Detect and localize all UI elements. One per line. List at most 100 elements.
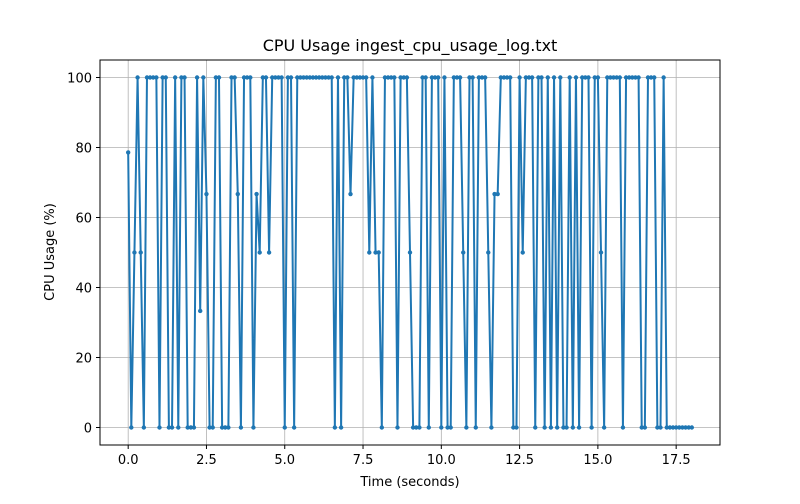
data-point — [270, 75, 275, 80]
data-point — [316, 75, 322, 80]
data-point — [601, 425, 607, 430]
data-point — [213, 75, 219, 80]
data-point — [335, 75, 341, 80]
x-tick-label: 5.0 — [274, 453, 295, 468]
data-point — [529, 75, 535, 80]
y-tick-label: 20 — [75, 352, 92, 367]
data-point — [132, 250, 137, 255]
data-point — [304, 75, 309, 80]
data-point — [260, 75, 266, 80]
data-point — [169, 425, 175, 430]
data-point — [661, 75, 666, 80]
data-point — [473, 425, 478, 430]
data-point — [232, 75, 237, 80]
data-point — [329, 75, 334, 80]
data-point — [670, 425, 676, 430]
data-point — [586, 75, 591, 80]
data-point — [655, 425, 660, 430]
data-point — [141, 425, 147, 430]
data-point — [223, 425, 228, 430]
data-point — [348, 191, 353, 197]
data-point — [486, 250, 491, 255]
data-point — [677, 425, 682, 430]
data-point — [542, 425, 547, 430]
data-point — [410, 425, 416, 430]
data-point — [241, 75, 247, 80]
data-point — [201, 75, 206, 80]
data-point — [235, 191, 240, 197]
data-point — [414, 425, 419, 430]
data-point — [254, 191, 259, 197]
data-point — [686, 425, 691, 430]
data-point — [442, 75, 447, 80]
data-point — [576, 425, 582, 430]
data-point — [623, 75, 629, 80]
data-point — [435, 75, 441, 80]
x-tick-label: 12.5 — [505, 453, 534, 468]
data-point — [266, 250, 272, 255]
data-point — [404, 75, 410, 80]
data-point — [147, 75, 153, 80]
data-point — [680, 425, 685, 430]
data-point — [257, 250, 262, 255]
data-point — [376, 250, 381, 255]
data-point — [548, 425, 554, 430]
data-point — [357, 75, 363, 80]
data-point — [194, 75, 200, 80]
data-point — [251, 425, 256, 430]
data-point — [188, 425, 194, 430]
x-tick-label: 2.5 — [196, 453, 217, 468]
data-point — [395, 425, 400, 430]
data-point — [313, 75, 319, 80]
data-point — [273, 75, 278, 80]
data-point — [163, 75, 168, 80]
y-tick-label: 60 — [75, 212, 92, 227]
data-point — [492, 191, 497, 197]
data-point — [533, 425, 538, 430]
chart-title: CPU Usage ingest_cpu_usage_log.txt — [263, 36, 558, 56]
y-tick-label: 80 — [75, 142, 92, 157]
data-point — [138, 250, 143, 255]
data-point — [448, 425, 453, 430]
data-point — [620, 425, 626, 430]
data-point — [342, 75, 347, 80]
data-point — [642, 425, 648, 430]
data-point — [608, 75, 613, 80]
data-point — [426, 425, 431, 430]
data-point — [151, 75, 156, 80]
data-point — [439, 425, 444, 430]
data-point — [567, 75, 572, 80]
data-point — [432, 75, 438, 80]
data-point — [545, 75, 550, 80]
data-point — [464, 425, 469, 430]
data-point — [454, 75, 460, 80]
data-point — [379, 425, 385, 430]
data-point — [504, 75, 510, 80]
data-point — [636, 75, 641, 80]
data-point — [392, 75, 397, 80]
data-point — [291, 425, 297, 430]
data-point — [482, 75, 488, 80]
data-point — [326, 75, 331, 80]
data-point — [367, 250, 372, 255]
data-point — [580, 75, 585, 80]
data-point — [461, 250, 466, 255]
data-point — [219, 425, 225, 430]
data-point — [332, 425, 338, 430]
data-point — [176, 425, 181, 430]
y-tick-label: 100 — [67, 72, 92, 87]
data-point — [573, 75, 579, 80]
data-point — [626, 75, 632, 80]
data-point — [667, 425, 673, 430]
data-point — [476, 75, 482, 80]
data-point — [423, 75, 428, 80]
data-point — [295, 75, 300, 80]
data-point — [630, 75, 635, 80]
data-point — [301, 75, 306, 80]
data-point — [570, 425, 576, 430]
data-point — [298, 75, 303, 80]
data-point — [157, 425, 162, 430]
data-point — [310, 75, 316, 80]
y-tick-label: 0 — [84, 422, 92, 437]
data-point — [467, 75, 472, 80]
